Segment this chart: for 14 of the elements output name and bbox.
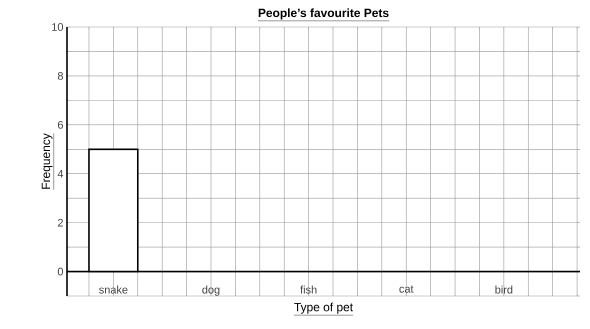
chart-title: People’s favourite Pets — [258, 8, 389, 20]
x-tick-label: bird — [495, 286, 512, 294]
y-tick-label: 2 — [58, 218, 63, 226]
y-tick-label: 0 — [58, 268, 64, 276]
y-tick-label: 8 — [58, 72, 63, 80]
x-tick-label: snake — [99, 286, 128, 294]
y-tick-label: 10 — [52, 23, 64, 31]
x-tick-label: cat — [399, 286, 414, 293]
y-tick-label: 4 — [58, 170, 64, 178]
x-tick-label: fish — [300, 286, 316, 294]
x-axis-title: Type of pet — [294, 302, 353, 314]
x-tick-label: dog — [202, 286, 220, 296]
y-tick-label: 6 — [58, 120, 63, 129]
y-axis-title: Frequency — [42, 133, 52, 189]
